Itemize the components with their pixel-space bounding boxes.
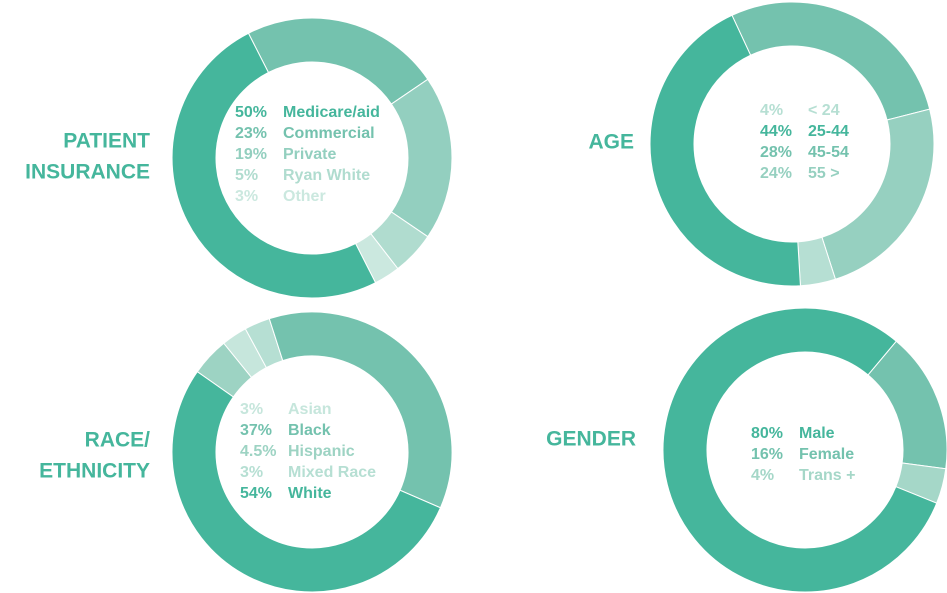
legend-label: Black [288, 422, 331, 439]
legend-value: 4% [751, 467, 774, 484]
legend-value: 4.5% [240, 443, 276, 460]
donut-segment [268, 311, 453, 509]
legend-label: Ryan White [283, 167, 370, 184]
legend-label: Mixed Race [288, 464, 376, 481]
legend-value: 44% [760, 123, 792, 140]
legend-label: Hispanic [288, 443, 355, 460]
donut-segment [649, 14, 801, 287]
legend-value: 3% [235, 188, 258, 205]
legend-value: 19% [235, 146, 267, 163]
legend-value: 28% [760, 144, 792, 161]
legend-value: 3% [240, 464, 263, 481]
legend-value: 5% [235, 167, 258, 184]
legend-value: 80% [751, 425, 783, 442]
legend-label: Female [799, 446, 854, 463]
donut-segment [662, 307, 938, 593]
legend-value: 50% [235, 104, 267, 121]
legend-value: 3% [240, 401, 263, 418]
donut-segment [247, 17, 429, 105]
chart-title: RACE/ [85, 429, 151, 452]
chart-title: ETHNICITY [39, 460, 150, 483]
legend-value: 54% [240, 485, 272, 502]
legend-value: 37% [240, 422, 272, 439]
legend-value: 24% [760, 165, 792, 182]
chart-title: PATIENT [63, 130, 150, 153]
legend-value: 4% [760, 102, 783, 119]
chart-title: AGE [588, 131, 634, 154]
legend-label: Commercial [283, 125, 375, 142]
chart-title: GENDER [546, 428, 636, 451]
legend-label: Asian [288, 401, 332, 418]
legend-value: 23% [235, 125, 267, 142]
donut-segment [171, 371, 442, 593]
legend-value: 16% [751, 446, 783, 463]
legend-label: White [288, 485, 332, 502]
donut-segment [171, 32, 377, 299]
legend-label: 45-54 [808, 144, 849, 161]
legend-label: 25-44 [808, 123, 849, 140]
chart-title: INSURANCE [25, 161, 150, 184]
donut-segment [390, 78, 453, 238]
legend-label: < 24 [808, 102, 840, 119]
legend-label: Private [283, 146, 336, 163]
legend-label: 55 > [808, 165, 840, 182]
donut-segment [731, 1, 931, 121]
legend-label: Male [799, 425, 835, 442]
legend-label: Medicare/aid [283, 104, 380, 121]
legend-label: Other [283, 188, 326, 205]
legend-label: Trans + [799, 467, 855, 484]
